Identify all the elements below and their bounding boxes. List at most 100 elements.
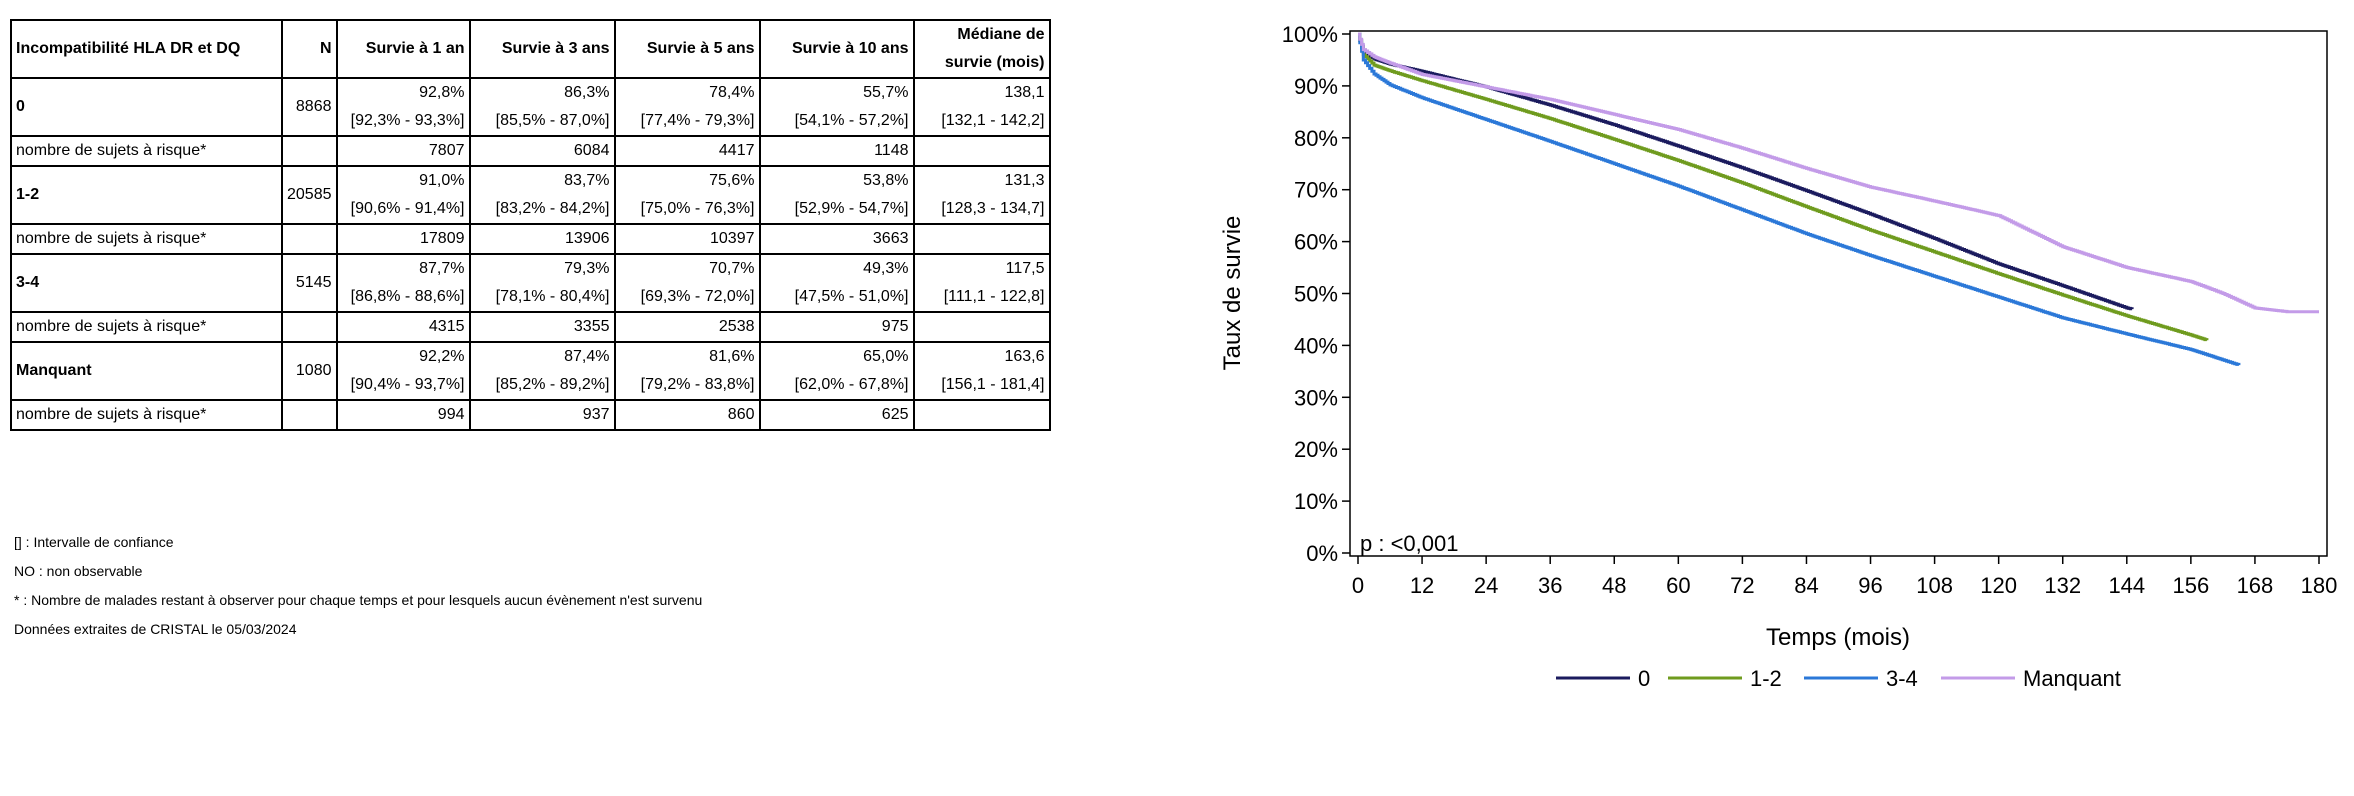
survival-value: 91,0% <box>419 172 465 189</box>
x-tick-label: 156 <box>2173 573 2210 598</box>
at-risk-count: 17809 <box>335 223 471 255</box>
survival-cell: 92,2% [90,4% - 93,7%] <box>335 341 471 401</box>
confidence-interval: [111,1 - 122,8] <box>943 288 1045 305</box>
survival-cell: 92,8% [92,3% - 93,3%] <box>335 77 471 137</box>
group-n: 20585 <box>281 165 338 225</box>
y-axis: 0% 10% 20% 30% 40% 50% 60% 70% 80% 90% 100% <box>1282 22 1350 566</box>
survival-chart: 0% 10% 20% 30% 40% 50% 60% 70% 80% 90% 100% 0 12 24 3… <box>1219 22 2337 691</box>
survival-value: 79,3% <box>564 260 610 277</box>
footnote-no: NO : non observable <box>14 563 143 579</box>
footnote-at-risk: * : Nombre de malades restant à observer… <box>14 592 703 608</box>
y-tick-label: 10% <box>1294 489 1338 514</box>
survival-value: 117,5 <box>1005 260 1045 277</box>
empty-cell <box>281 399 338 431</box>
header-incompatibility: Incompatibilité HLA DR et DQ <box>10 19 283 79</box>
survival-curve-0 <box>1358 32 2134 311</box>
survival-value: 53,8% <box>863 172 909 189</box>
survival-curve-manquant <box>1358 32 2319 314</box>
at-risk-count: 13906 <box>468 223 616 255</box>
at-risk-count: 1148 <box>758 135 915 167</box>
survival-value: 92,8% <box>419 84 465 101</box>
at-risk-count: 6084 <box>468 135 616 167</box>
survival-value: 163,6 <box>1004 348 1045 365</box>
at-risk-count: 7807 <box>335 135 471 167</box>
group-label: 3-4 <box>10 253 283 313</box>
survival-curves <box>1358 32 2319 366</box>
x-tick-label: 36 <box>1538 573 1562 598</box>
x-tick-label: 120 <box>1980 573 2017 598</box>
y-tick-label: 30% <box>1294 385 1338 410</box>
empty-cell <box>912 223 1051 255</box>
risk-row: nombre de sujets à risque* 4315 3355 2538 97… <box>10 311 1051 343</box>
at-risk-count: 860 <box>613 399 761 431</box>
survival-cell: 131,3 [128,3 - 134,7] <box>912 165 1051 225</box>
confidence-interval: [90,4% - 93,7%] <box>350 376 465 393</box>
confidence-interval: [156,1 - 181,4] <box>941 376 1045 393</box>
survival-curve-3-4 <box>1358 32 2241 366</box>
confidence-interval: [128,3 - 134,7] <box>941 200 1045 217</box>
at-risk-count: 4417 <box>613 135 761 167</box>
survival-cell: 86,3% [85,5% - 87,0%] <box>468 77 616 137</box>
survival-table: Incompatibilité HLA DR et DQ N Survie à … <box>10 19 1051 431</box>
legend-label: Manquant <box>2023 666 2121 691</box>
at-risk-count: 10397 <box>613 223 761 255</box>
survival-curve-1-2 <box>1358 32 2209 342</box>
risk-row-label: nombre de sujets à risque* <box>10 311 283 343</box>
survival-value: 87,4% <box>564 348 610 365</box>
table-row: 3-4 5145 87,7% [86,8% - 88,6%] 79,3% [78,1% -… <box>10 253 1051 313</box>
table-row: 1-2 20585 91,0% [90,6% - 91,4%] 83,7% [83,2% … <box>10 165 1051 225</box>
x-tick-label: 72 <box>1730 573 1754 598</box>
confidence-interval: [83,2% - 84,2%] <box>495 200 610 217</box>
group-label: Manquant <box>10 341 283 401</box>
at-risk-count: 4315 <box>335 311 471 343</box>
x-tick-label: 108 <box>1916 573 1953 598</box>
table-body: 0 8868 92,8% [92,3% - 93,3%] 86,3% [85,5% - 8… <box>10 77 1051 431</box>
survival-cell: 117,5 [111,1 - 122,8] <box>912 253 1051 313</box>
footnote-source: Données extraites de CRISTAL le 05/03/20… <box>14 621 297 637</box>
table-row: Manquant 1080 92,2% [90,4% - 93,7%] 87,4% [85… <box>10 341 1051 401</box>
risk-row-label: nombre de sujets à risque* <box>10 135 283 167</box>
at-risk-count: 3355 <box>468 311 616 343</box>
risk-row: nombre de sujets à risque* 7807 6084 4417 11… <box>10 135 1051 167</box>
survival-cell: 55,7% [54,1% - 57,2%] <box>758 77 915 137</box>
confidence-interval: [90,6% - 91,4%] <box>350 200 465 217</box>
x-tick-label: 24 <box>1474 573 1498 598</box>
empty-cell <box>912 311 1051 343</box>
survival-cell: 49,3% [47,5% - 51,0%] <box>758 253 915 313</box>
risk-row: nombre de sujets à risque* 994 937 860 625 <box>10 399 1051 431</box>
header-median-line2: survie (mois) <box>944 54 1045 71</box>
group-label: 0 <box>10 77 283 137</box>
legend-label: 3-4 <box>1886 666 1918 691</box>
confidence-interval: [79,2% - 83,8%] <box>640 376 755 393</box>
confidence-interval: [85,2% - 89,2%] <box>495 376 610 393</box>
table-row: 0 8868 92,8% [92,3% - 93,3%] 86,3% [85,5% - 8… <box>10 77 1051 137</box>
survival-value: 78,4% <box>709 84 755 101</box>
confidence-interval: [52,9% - 54,7%] <box>794 200 909 217</box>
survival-cell: 163,6 [156,1 - 181,4] <box>912 341 1051 401</box>
y-tick-label: 0% <box>1306 541 1338 566</box>
survival-cell: 87,4% [85,2% - 89,2%] <box>468 341 616 401</box>
group-n: 8868 <box>281 77 338 137</box>
survival-value: 138,1 <box>1004 84 1045 101</box>
footnote-ci: [] : Intervalle de confiance <box>14 534 174 550</box>
survival-cell: 65,0% [62,0% - 67,8%] <box>758 341 915 401</box>
confidence-interval: [54,1% - 57,2%] <box>794 112 909 129</box>
y-tick-label: 60% <box>1294 230 1338 255</box>
confidence-interval: [69,3% - 72,0%] <box>640 288 755 305</box>
survival-value: 87,7% <box>419 260 465 277</box>
legend-label: 0 <box>1638 666 1650 691</box>
at-risk-count: 937 <box>468 399 616 431</box>
confidence-interval: [75,0% - 76,3%] <box>640 200 755 217</box>
survival-cell: 70,7% [69,3% - 72,0%] <box>613 253 761 313</box>
y-axis-title: Taux de survie <box>1219 216 1246 371</box>
at-risk-count: 625 <box>758 399 915 431</box>
table-header-row: Incompatibilité HLA DR et DQ N Survie à … <box>10 19 1051 79</box>
at-risk-count: 994 <box>335 399 471 431</box>
survival-cell: 75,6% [75,0% - 76,3%] <box>613 165 761 225</box>
empty-cell <box>281 135 338 167</box>
survival-value: 65,0% <box>863 348 909 365</box>
survival-cell: 78,4% [77,4% - 79,3%] <box>613 77 761 137</box>
survival-value: 131,3 <box>1004 172 1045 189</box>
x-tick-label: 168 <box>2237 573 2274 598</box>
x-tick-label: 48 <box>1602 573 1626 598</box>
